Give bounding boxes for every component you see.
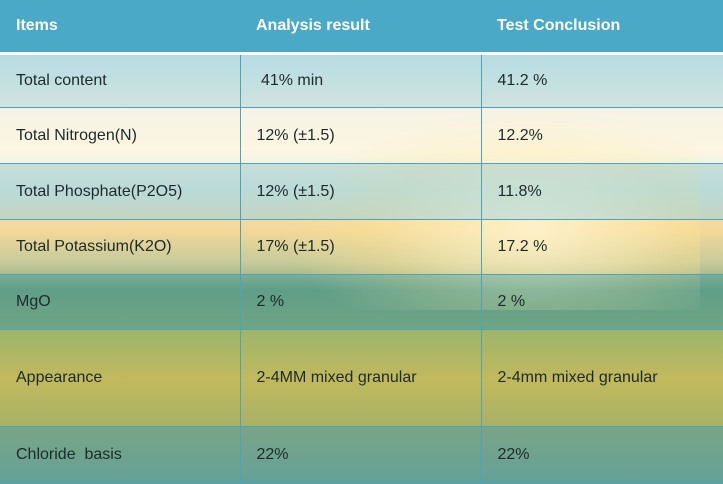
header-analysis-result: Analysis result	[240, 0, 481, 55]
cell-analysis-result: 2-4MM mixed granular	[239, 329, 482, 427]
cell-analysis-result: 12% (±1.5)	[239, 107, 482, 164]
cell-test-conclusion: 41.2 %	[480, 53, 723, 108]
cell-analysis-result: 41% min	[239, 53, 482, 108]
table-row: MgO 2 % 2 %	[0, 274, 723, 330]
cell-analysis-result: 2 %	[239, 274, 482, 330]
cell-test-conclusion: 11.8%	[480, 163, 723, 220]
cell-test-conclusion: 22%	[480, 426, 723, 484]
cell-test-conclusion: 2 %	[480, 274, 723, 330]
cell-analysis-result: 17% (±1.5)	[239, 219, 482, 275]
cell-item: Total Phosphate(P2O5)	[0, 163, 241, 220]
cell-test-conclusion: 12.2%	[480, 107, 723, 164]
table-row: Total Potassium(K2O) 17% (±1.5) 17.2 %	[0, 219, 723, 275]
header-items: Items	[0, 0, 240, 55]
header-test-conclusion: Test Conclusion	[481, 0, 723, 55]
cell-analysis-result: 12% (±1.5)	[239, 163, 482, 220]
cell-analysis-result: 22%	[239, 426, 482, 484]
cell-test-conclusion: 17.2 %	[480, 219, 723, 275]
table-row: Chloride basis 22% 22%	[0, 426, 723, 484]
cell-test-conclusion: 2-4mm mixed granular	[480, 329, 723, 427]
table-row: Total Phosphate(P2O5) 12% (±1.5) 11.8%	[0, 163, 723, 220]
table-row: Appearance 2-4MM mixed granular 2-4mm mixe…	[0, 329, 723, 427]
cell-item: Total Nitrogen(N)	[0, 107, 241, 164]
table-row: Total Nitrogen(N) 12% (±1.5) 12.2%	[0, 107, 723, 164]
cell-item: Total content	[0, 53, 241, 108]
header-row: Items Analysis result Test Conclusion	[0, 0, 723, 55]
cell-item: MgO	[0, 274, 241, 330]
table-row: Total content 41% min 41.2 %	[0, 53, 723, 108]
cell-item: Total Potassium(K2O)	[0, 219, 241, 275]
cell-item: Chloride basis	[0, 426, 241, 484]
cell-item: Appearance	[0, 329, 241, 427]
